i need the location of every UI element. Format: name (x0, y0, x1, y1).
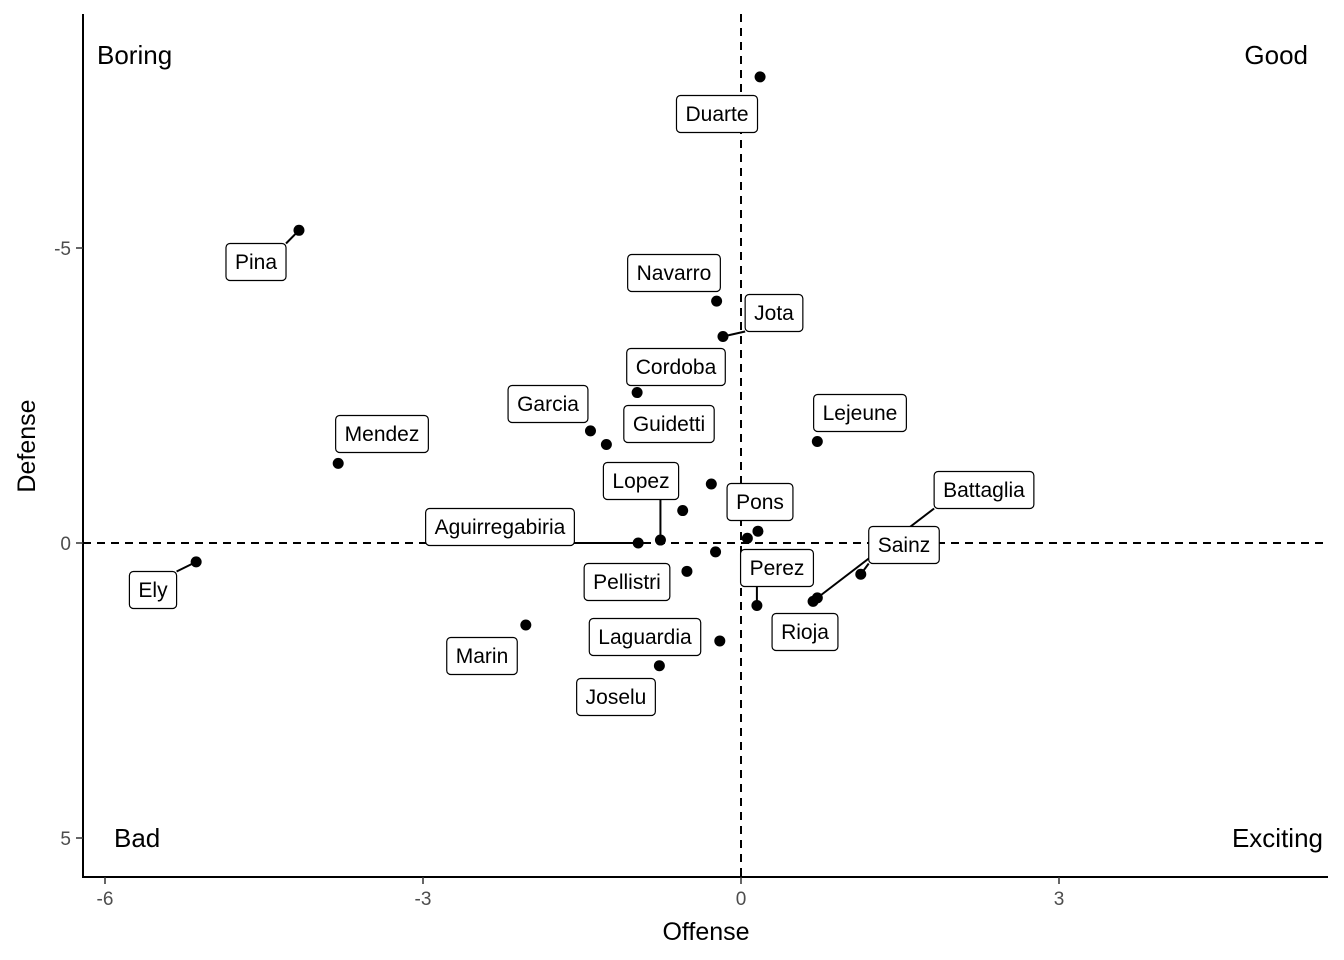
data-point (807, 595, 819, 607)
point-label-box (626, 347, 726, 387)
point-label: Pellistri (593, 571, 661, 594)
point-label: Mendez (345, 423, 420, 446)
x-tick-label: -6 (97, 889, 114, 910)
point-label: Jota (754, 302, 794, 325)
data-point (741, 532, 753, 544)
data-point (752, 525, 764, 537)
data-point (520, 619, 532, 631)
quadrant-label-bottom-right: Exciting (1232, 823, 1323, 853)
data-point (714, 635, 726, 647)
y-tick-label: 5 (60, 829, 71, 850)
point-label-box (128, 570, 178, 610)
point-label: Pons (736, 491, 784, 514)
point-label: Laguardia (598, 626, 692, 649)
data-point (677, 505, 689, 517)
point-label-box (225, 242, 287, 282)
point-label-box (425, 507, 575, 547)
data-point (710, 546, 722, 558)
point-label-box (623, 404, 715, 444)
point-label: Navarro (637, 262, 712, 285)
point-label-box (335, 414, 429, 454)
x-tick-label: 3 (1054, 889, 1065, 910)
data-point (681, 565, 693, 577)
point-label: Rioja (781, 621, 829, 644)
point-label-box (675, 94, 759, 134)
y-axis-title: Defense (13, 399, 41, 492)
point-label: Duarte (685, 103, 748, 126)
point-label: Battaglia (943, 479, 1025, 502)
y-tick-label: -5 (54, 239, 71, 260)
data-point (632, 537, 644, 549)
data-point (855, 568, 867, 580)
data-point (631, 387, 643, 399)
data-point (711, 295, 723, 307)
quadrant-label-bottom-left: Bad (114, 823, 160, 853)
point-label: Guidetti (633, 413, 705, 436)
point-label-box (588, 617, 702, 657)
point-label-box (446, 636, 518, 676)
point-label: Pina (235, 251, 277, 274)
point-label-box (627, 253, 721, 293)
data-point (190, 556, 202, 568)
point-label: Cordoba (636, 356, 717, 379)
point-label-box (726, 482, 794, 522)
quadrant-label-top-left: Boring (97, 40, 172, 70)
point-label-box (583, 562, 671, 602)
data-point (584, 425, 596, 437)
point-label: Aguirregabiria (435, 516, 566, 539)
point-label-box (576, 677, 656, 717)
quadrant-label-top-right: Good (1244, 40, 1308, 70)
point-label: Perez (750, 557, 805, 580)
point-label: Lopez (612, 470, 669, 493)
point-label: Marin (456, 645, 509, 668)
point-label-box (739, 548, 815, 588)
point-label: Joselu (586, 686, 647, 709)
point-label: Ely (138, 579, 168, 602)
x-tick-label: -3 (415, 889, 432, 910)
data-point (754, 71, 766, 83)
point-label: Garcia (517, 393, 579, 416)
data-point (654, 534, 666, 546)
point-label-box (771, 612, 839, 652)
data-point (332, 457, 344, 469)
point-label-box (507, 384, 589, 424)
point-label: Lejeune (823, 402, 898, 425)
y-tick-label: 0 (60, 534, 71, 555)
data-point (705, 478, 717, 490)
point-label-box (868, 525, 940, 565)
data-point (717, 331, 729, 342)
data-point (653, 660, 665, 672)
point-label-box (813, 393, 907, 433)
point-label-box (602, 461, 680, 501)
data-point (293, 224, 305, 236)
x-axis-title: Offense (662, 918, 749, 946)
x-tick-label: 0 (736, 889, 747, 910)
point-label-box (744, 293, 804, 333)
data-point (811, 436, 823, 448)
data-point (600, 438, 612, 450)
data-point (751, 600, 763, 612)
point-label-box (933, 470, 1035, 510)
point-label: Sainz (878, 534, 931, 557)
